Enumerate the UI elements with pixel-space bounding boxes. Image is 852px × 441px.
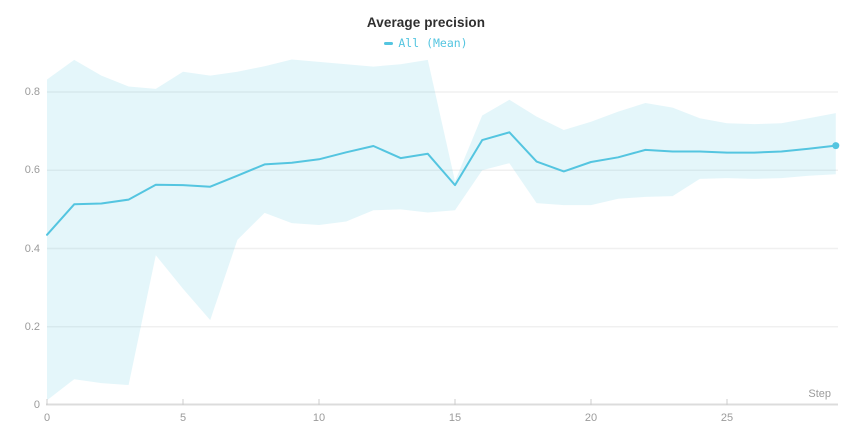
chart-title: Average precision (366, 15, 486, 30)
y-tick-label: 0.2 (24, 320, 40, 333)
x-tick-label: 10 (312, 412, 326, 424)
x-axis-title: Step (808, 388, 831, 400)
legend-line-swatch-icon (384, 41, 394, 45)
x-tick-label: 20 (584, 412, 598, 424)
endpoint-dot (832, 142, 840, 150)
y-tick-label: 0.4 (24, 242, 40, 255)
minmax-band-area (47, 59, 836, 401)
legend-series-label: All (Mean) (398, 36, 468, 50)
x-tick-label: 25 (720, 412, 734, 424)
x-tick-label: 5 (179, 412, 187, 424)
chart-legend: All (Mean) (0, 36, 852, 50)
x-tick-label: 0 (43, 412, 51, 424)
x-tick-label: 15 (448, 412, 462, 424)
mean-line (46, 131, 837, 236)
y-tick-label: 0.6 (24, 164, 40, 177)
y-tick-label: 0 (33, 399, 40, 411)
y-tick-label: 0.8 (24, 86, 40, 98)
x-axis-ticks (46, 399, 728, 405)
